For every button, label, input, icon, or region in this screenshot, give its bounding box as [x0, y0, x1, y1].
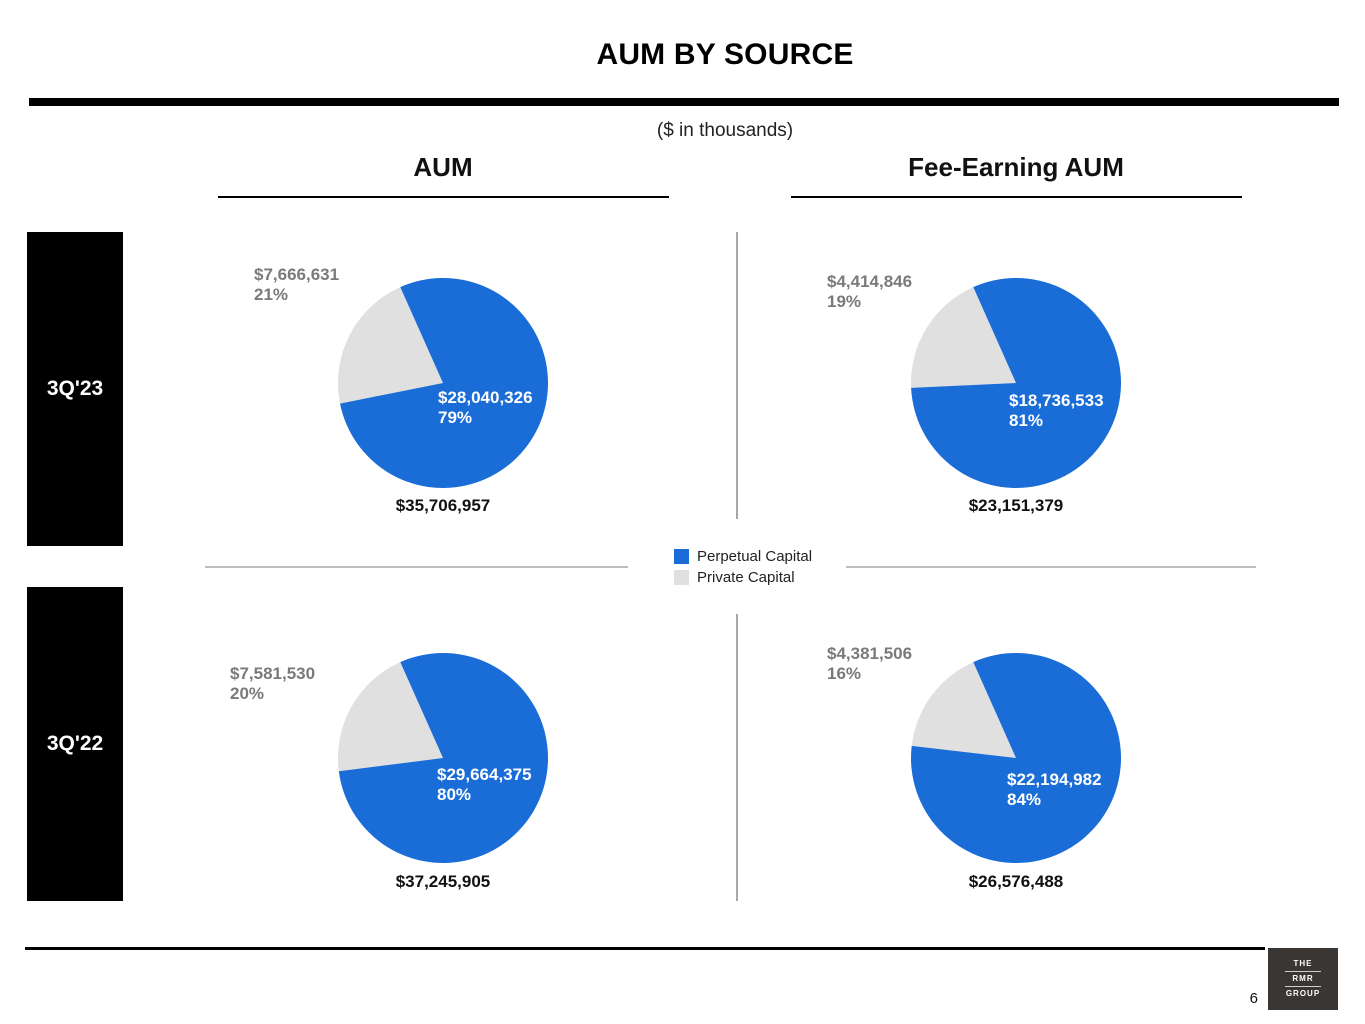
pie-aum-3q22-total: $37,245,905 — [395, 872, 491, 891]
pie-feaum-3q22-private-label: $4,381,506 16% — [827, 644, 912, 684]
pie-feaum-3q23-private-pct: 19% — [827, 292, 862, 311]
pie-aum-3q22-perpetual-label: $29,664,375 80% — [437, 765, 532, 805]
logo-line-2: RMR — [1292, 974, 1314, 983]
pie-aum-3q23-total: $35,706,957 — [395, 496, 491, 515]
pie-aum-3q22-perpetual-value: $29,664,375 — [437, 765, 532, 784]
units-subtitle: ($ in thousands) — [656, 120, 794, 141]
pie-aum-3q23-perpetual-slice — [340, 278, 548, 489]
page-title: AUM BY SOURCE — [596, 38, 854, 71]
pie-aum-3q23-private-pct: 21% — [254, 285, 289, 304]
pie-aum-3q23-perpetual-pct: 79% — [438, 408, 473, 427]
horizontal-divider-left — [205, 566, 628, 568]
legend-swatch-perpetual-capital — [674, 549, 689, 564]
rmr-group-logo: THE RMR GROUP — [1268, 948, 1338, 1010]
pie-aum-3q23-private-label: $7,666,631 21% — [254, 265, 339, 305]
pie-feaum-3q22-private-slice — [911, 662, 1016, 758]
pie-feaum-3q23-perpetual-value: $18,736,533 — [1009, 391, 1104, 410]
column-rule-aum — [218, 196, 669, 198]
pie-feaum-3q23-perpetual-slice — [911, 278, 1122, 488]
pie-feaum-3q23-perpetual-pct: 81% — [1009, 411, 1044, 430]
column-header-aum: AUM — [413, 152, 473, 182]
pie-feaum-3q23-private-value: $4,414,846 — [827, 272, 913, 291]
pie-aum-3q22-perpetual-slice — [338, 653, 548, 863]
vertical-divider-top — [736, 232, 738, 519]
pie-feaum-3q23-private-slice — [911, 287, 1016, 388]
pie-feaum-3q22-total: $26,576,488 — [968, 872, 1064, 891]
legend-swatch-private-capital — [674, 570, 689, 585]
pie-aum-3q23-perpetual-label: $28,040,326 79% — [438, 388, 533, 428]
vertical-divider-bottom — [736, 614, 738, 901]
row-label-3q22: 3Q'22 — [27, 587, 123, 901]
pie-feaum-3q22-private-pct: 16% — [827, 664, 862, 683]
pie-feaum-3q22-private-value: $4,381,506 — [827, 644, 913, 663]
logo-line-1: THE — [1293, 959, 1313, 968]
legend-label-perpetual-capital: Perpetual Capital — [697, 548, 813, 565]
pie-feaum-3q22-perpetual-slice — [911, 652, 1121, 863]
logo-divider — [1285, 971, 1321, 972]
pie-aum-3q23-private-slice — [338, 287, 443, 404]
column-header-fee-earning-aum: Fee-Earning AUM — [908, 152, 1124, 182]
pie-feaum-3q22-perpetual-value: $22,194,982 — [1007, 770, 1102, 789]
pie-feaum-3q23-private-label: $4,414,846 19% — [827, 272, 912, 312]
legend-label-private-capital: Private Capital — [697, 569, 795, 586]
row-label-3q23: 3Q'23 — [27, 232, 123, 546]
pie-feaum-3q23-perpetual-label: $18,736,533 81% — [1009, 391, 1104, 431]
legend-item-perpetual-capital: Perpetual Capital — [674, 546, 812, 567]
legend-item-private-capital: Private Capital — [674, 567, 812, 588]
pie-aum-3q22-private-slice — [337, 662, 443, 772]
footer-rule — [25, 947, 1265, 950]
pie-feaum-3q23-total: $23,151,379 — [968, 496, 1064, 515]
pie-feaum-3q22-perpetual-pct: 84% — [1007, 790, 1042, 809]
pie-aum-3q23-perpetual-value: $28,040,326 — [438, 388, 533, 407]
pie-aum-3q23-private-value: $7,666,631 — [254, 265, 340, 284]
logo-divider — [1285, 986, 1321, 987]
pie-aum-3q22-private-value: $7,581,530 — [230, 664, 316, 683]
title-rule — [29, 98, 1339, 106]
pie-feaum-3q22-perpetual-label: $22,194,982 84% — [1007, 770, 1102, 810]
legend: Perpetual Capital Private Capital — [674, 546, 812, 588]
column-rule-fee-earning-aum — [791, 196, 1242, 198]
pie-aum-3q22-private-pct: 20% — [230, 684, 265, 703]
page-number: 6 — [1249, 990, 1258, 1007]
pie-aum-3q22-perpetual-pct: 80% — [437, 785, 472, 804]
pie-aum-3q22-private-label: $7,581,530 20% — [230, 664, 315, 704]
horizontal-divider-right — [846, 566, 1256, 568]
logo-line-3: GROUP — [1285, 989, 1321, 998]
